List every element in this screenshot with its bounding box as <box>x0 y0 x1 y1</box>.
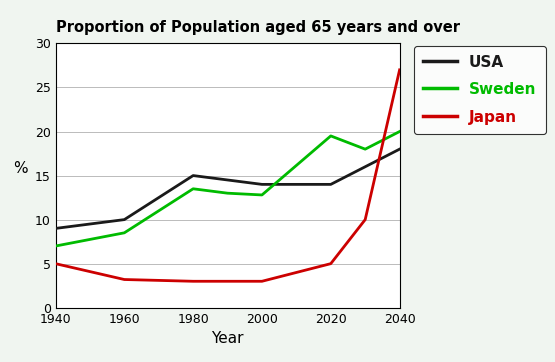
Text: Proportion of Population aged 65 years and over: Proportion of Population aged 65 years a… <box>56 20 460 35</box>
X-axis label: Year: Year <box>211 331 244 346</box>
Y-axis label: %: % <box>13 161 28 176</box>
Legend: USA, Sweden, Japan: USA, Sweden, Japan <box>414 46 546 134</box>
